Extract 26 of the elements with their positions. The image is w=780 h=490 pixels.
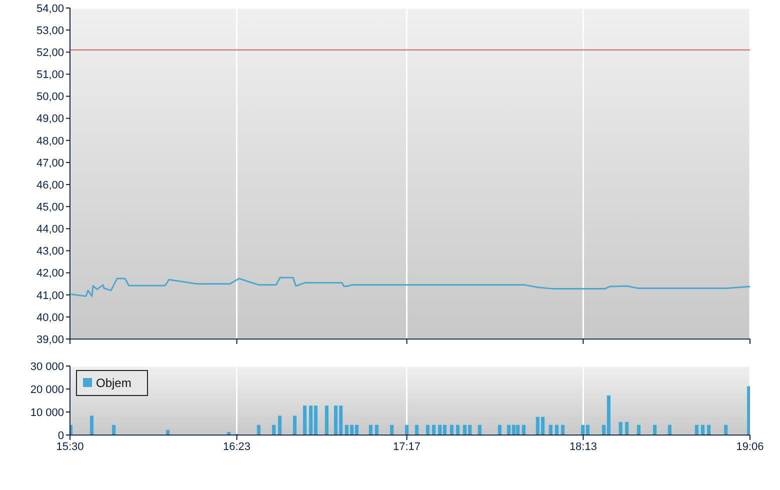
y-tick-label: 45,00 (36, 202, 64, 214)
y-tick-label: 10 000 (30, 406, 64, 419)
y-tick-label: 44,00 (36, 224, 64, 236)
x-tick-label: 18:13 (569, 440, 597, 453)
y-tick-label: 41,00 (36, 290, 64, 302)
y-tick-label: 52,00 (36, 47, 64, 60)
y-tick-label: 39,00 (36, 334, 64, 346)
y-tick-label: 50,00 (36, 91, 64, 104)
y-tick-label: 49,00 (36, 113, 64, 126)
legend-label: Objem (96, 376, 132, 390)
y-tick-label: 51,00 (36, 69, 64, 82)
y-tick-label: 40,00 (36, 312, 64, 324)
y-tick-label: 54,00 (36, 2, 64, 15)
y-tick-label: 30 000 (30, 360, 64, 373)
y-tick-label: 42,00 (36, 268, 64, 280)
y-tick-label: 20 000 (30, 384, 64, 396)
x-tick-label: 16:23 (223, 440, 251, 453)
y-tick-label: 48,00 (36, 135, 64, 148)
y-tick-label: 53,00 (36, 24, 64, 37)
y-tick-label: 47,00 (36, 157, 64, 170)
y-tick-label: 43,00 (36, 246, 64, 258)
y-tick-label: 46,00 (36, 179, 64, 192)
x-tick-label: 15:30 (56, 440, 84, 453)
x-tick-label: 17:17 (393, 440, 421, 453)
y-tick-label: 0 (58, 430, 64, 442)
x-tick-label: 19:06 (736, 440, 764, 453)
